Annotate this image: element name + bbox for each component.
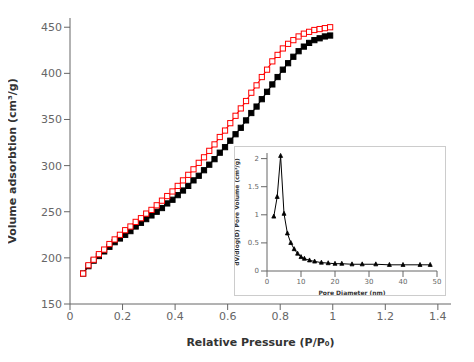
svg-text:Volume adsorbtion (cm³/g): Volume adsorbtion (cm³/g) (8, 78, 19, 244)
svg-text:1.5: 1.5 (248, 183, 259, 191)
svg-text:10: 10 (297, 278, 306, 286)
svg-text:250: 250 (41, 206, 62, 219)
svg-text:40: 40 (399, 278, 408, 286)
svg-text:0.6: 0.6 (219, 310, 237, 323)
svg-text:2: 2 (255, 155, 259, 163)
svg-text:dV/dlog(D) Pore Volume (cm³/g): dV/dlog(D) Pore Volume (cm³/g) (235, 158, 241, 266)
svg-text:350: 350 (41, 113, 62, 126)
svg-text:0.2: 0.2 (114, 310, 132, 323)
svg-text:450: 450 (41, 21, 62, 34)
svg-text:300: 300 (41, 160, 62, 173)
svg-text:200: 200 (41, 252, 62, 265)
svg-text:50: 50 (433, 278, 442, 286)
svg-text:1.4: 1.4 (429, 310, 447, 323)
svg-text:0.4: 0.4 (166, 310, 184, 323)
svg-text:1.2: 1.2 (377, 310, 395, 323)
svg-text:0: 0 (255, 267, 259, 275)
svg-text:0: 0 (265, 278, 269, 286)
svg-text:0: 0 (67, 310, 74, 323)
svg-text:30: 30 (365, 278, 374, 286)
svg-text:0.5: 0.5 (248, 239, 259, 247)
svg-text:20: 20 (331, 278, 340, 286)
svg-text:Pore Diameter (nm): Pore Diameter (nm) (318, 289, 385, 295)
svg-text:Relative Pressure (P/P₀): Relative Pressure (P/P₀) (186, 336, 334, 349)
svg-text:1: 1 (329, 310, 336, 323)
svg-text:150: 150 (41, 298, 62, 311)
svg-text:1: 1 (255, 211, 259, 219)
svg-text:0.8: 0.8 (271, 310, 289, 323)
svg-text:400: 400 (41, 67, 62, 80)
